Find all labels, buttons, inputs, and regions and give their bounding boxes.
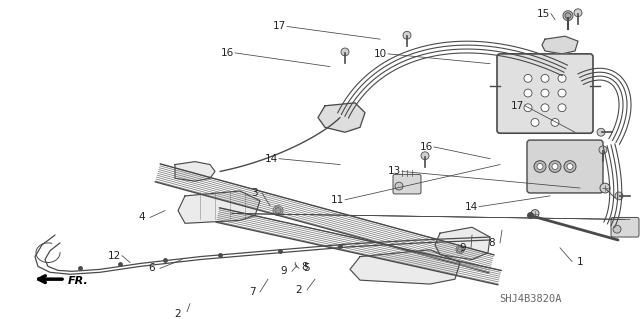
Circle shape	[613, 225, 621, 233]
Circle shape	[456, 246, 464, 254]
Circle shape	[531, 210, 539, 218]
Circle shape	[531, 119, 539, 126]
Circle shape	[563, 11, 573, 20]
Text: 1: 1	[577, 256, 583, 267]
Text: 4: 4	[139, 212, 145, 222]
Circle shape	[421, 152, 429, 160]
Circle shape	[549, 161, 561, 172]
Text: 2: 2	[296, 285, 302, 295]
Polygon shape	[178, 191, 260, 223]
Polygon shape	[435, 227, 490, 260]
Text: 11: 11	[330, 195, 344, 205]
Text: 10: 10	[373, 49, 387, 59]
Text: 14: 14	[465, 202, 477, 212]
Circle shape	[552, 164, 558, 169]
Text: 7: 7	[249, 287, 255, 297]
Circle shape	[524, 89, 532, 97]
Circle shape	[565, 13, 571, 19]
Circle shape	[275, 208, 281, 213]
Circle shape	[558, 104, 566, 112]
Text: FR.: FR.	[68, 276, 89, 286]
Circle shape	[551, 119, 559, 126]
Circle shape	[537, 164, 543, 169]
Text: SHJ4B3820A: SHJ4B3820A	[499, 294, 561, 304]
Circle shape	[534, 161, 546, 172]
Circle shape	[558, 89, 566, 97]
Polygon shape	[542, 36, 578, 54]
Circle shape	[615, 192, 623, 200]
Circle shape	[403, 31, 411, 39]
Circle shape	[458, 247, 463, 252]
Circle shape	[524, 104, 532, 112]
Circle shape	[574, 9, 582, 17]
Text: 17: 17	[510, 101, 524, 111]
Text: 17: 17	[273, 21, 285, 32]
Text: 16: 16	[419, 142, 433, 152]
Text: 9: 9	[281, 266, 287, 276]
Circle shape	[600, 183, 610, 193]
FancyBboxPatch shape	[611, 218, 639, 237]
Text: 3: 3	[251, 188, 257, 198]
Text: 16: 16	[220, 48, 234, 58]
Circle shape	[599, 146, 607, 154]
Text: 2: 2	[175, 309, 181, 319]
Text: 8: 8	[301, 263, 308, 272]
Circle shape	[564, 161, 576, 172]
FancyBboxPatch shape	[393, 174, 421, 194]
Text: 5: 5	[304, 263, 310, 273]
Text: 13: 13	[387, 167, 401, 176]
Polygon shape	[175, 162, 215, 181]
Polygon shape	[350, 250, 460, 284]
Circle shape	[341, 48, 349, 56]
Circle shape	[541, 89, 549, 97]
Circle shape	[395, 182, 403, 190]
Text: 6: 6	[148, 263, 156, 273]
Circle shape	[273, 206, 283, 216]
Circle shape	[541, 104, 549, 112]
Text: 12: 12	[108, 251, 120, 261]
Text: 14: 14	[264, 154, 278, 164]
Circle shape	[524, 74, 532, 82]
Text: 15: 15	[536, 9, 550, 19]
FancyBboxPatch shape	[527, 140, 603, 193]
Circle shape	[567, 164, 573, 169]
Text: 8: 8	[489, 238, 495, 248]
FancyBboxPatch shape	[497, 54, 593, 133]
Circle shape	[558, 74, 566, 82]
Text: 9: 9	[460, 243, 467, 253]
Circle shape	[541, 74, 549, 82]
Circle shape	[597, 128, 605, 136]
Polygon shape	[318, 103, 365, 132]
